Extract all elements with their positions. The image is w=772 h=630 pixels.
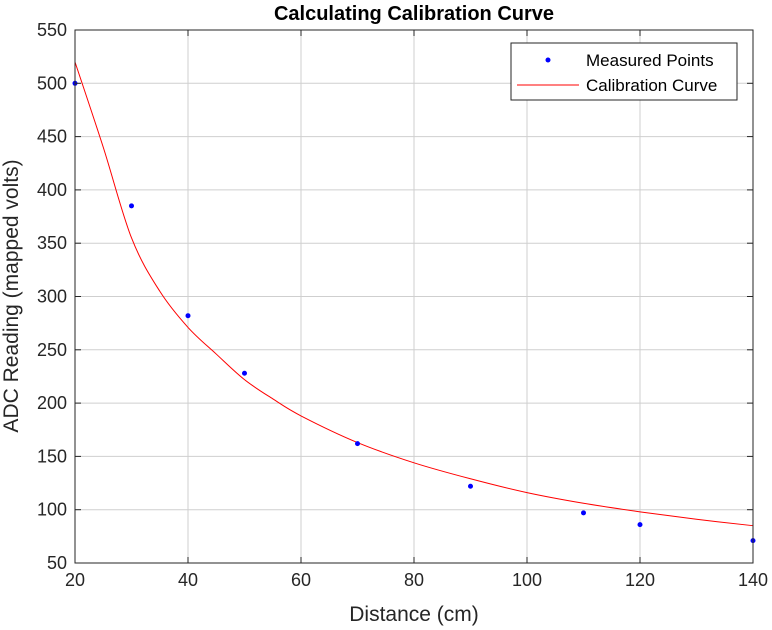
x-tick-label: 20 <box>65 570 85 590</box>
legend-label-calibration-curve: Calibration Curve <box>586 76 717 95</box>
measured-point <box>581 510 586 516</box>
legend-label-measured-points: Measured Points <box>586 51 714 70</box>
y-tick-label: 400 <box>37 180 67 200</box>
y-tick-label: 450 <box>37 127 67 147</box>
measured-point <box>242 370 247 376</box>
x-axis-label: Distance (cm) <box>349 603 479 626</box>
y-tick-label: 50 <box>47 553 67 573</box>
points-layer <box>72 80 756 544</box>
measured-point <box>637 522 643 528</box>
y-tick-label: 250 <box>37 340 67 360</box>
x-tick-label: 120 <box>625 570 655 590</box>
legend: Measured Points Calibration Curve <box>510 42 738 101</box>
y-tick-label: 550 <box>37 20 67 40</box>
y-tick-label: 100 <box>37 500 67 520</box>
y-tick-label: 500 <box>37 73 67 93</box>
y-axis-label: ADC Reading (mapped volts) <box>0 159 23 432</box>
calibration-curve-line <box>74 61 754 527</box>
x-tick-label: 140 <box>738 570 768 590</box>
measured-point <box>468 483 473 489</box>
curve-layer <box>74 61 754 527</box>
measured-point <box>185 313 191 319</box>
legend-marker-measured-points <box>545 57 551 63</box>
axis-ticks <box>74 29 754 564</box>
x-tick-label: 80 <box>404 570 424 590</box>
y-tick-label: 350 <box>37 233 67 253</box>
axis-tick-labels: 20 40 60 80 100 120 140 50 100 150 200 250 300 350 400… <box>37 20 768 590</box>
x-tick-label: 100 <box>512 570 542 590</box>
x-tick-label: 40 <box>178 570 198 590</box>
measured-point <box>129 203 134 209</box>
x-tick-label: 60 <box>291 570 311 590</box>
y-tick-label: 200 <box>37 393 67 413</box>
grid-lines <box>74 29 754 564</box>
y-tick-label: 150 <box>37 446 67 466</box>
chart-title: Calculating Calibration Curve <box>274 3 554 25</box>
measured-point <box>355 441 360 447</box>
y-tick-label: 300 <box>37 287 67 307</box>
legend-box <box>510 42 738 101</box>
